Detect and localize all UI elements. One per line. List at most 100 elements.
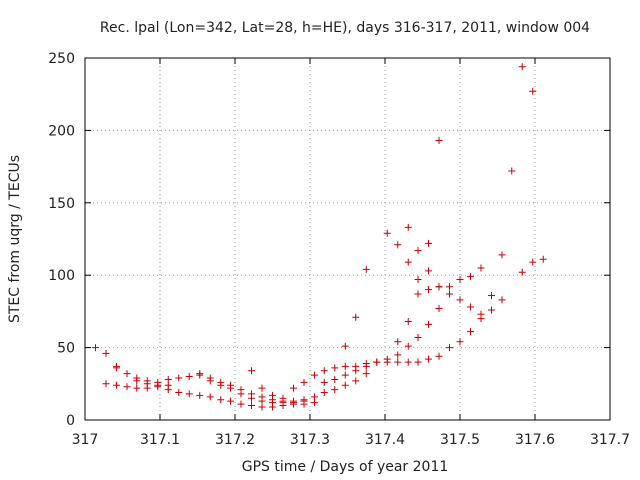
- data-point: [362, 362, 370, 370]
- data-point: [248, 367, 255, 375]
- data-point: [373, 358, 381, 366]
- data-point: [362, 265, 370, 273]
- data-point: [467, 328, 474, 336]
- data-point: [196, 391, 204, 399]
- data-point: [300, 397, 308, 405]
- axis-ticks: [84, 57, 611, 421]
- data-point: [425, 239, 432, 247]
- data-point: [123, 383, 131, 391]
- data-point: [446, 283, 453, 291]
- data-point: [477, 264, 485, 272]
- data-point: [237, 400, 245, 408]
- data-point: [508, 167, 516, 175]
- data-point: [113, 381, 120, 389]
- data-point: [456, 338, 464, 346]
- y-axis-tick-labels: 0 50 100 150 200 250: [48, 51, 75, 429]
- data-point: [341, 381, 349, 389]
- data-point: [269, 399, 276, 407]
- data-point: [394, 351, 402, 359]
- data-point: [435, 137, 443, 145]
- data-point: [164, 381, 172, 389]
- chart-title: Rec. lpal (Lon=342, Lat=28, h=HE), days …: [100, 20, 590, 36]
- data-point: [185, 390, 193, 398]
- y-tick-label: 0: [66, 413, 75, 429]
- data-point: [320, 378, 328, 386]
- data-series: [92, 63, 547, 411]
- x-axis-title: GPS time / Days of year 2011: [242, 459, 449, 475]
- data-point: [196, 371, 204, 379]
- data-point: [217, 396, 225, 404]
- data-point: [467, 273, 474, 281]
- data-point: [425, 355, 432, 363]
- data-point: [258, 397, 266, 405]
- data-point: [258, 384, 266, 392]
- plot-frame: [84, 57, 611, 421]
- data-point: [488, 291, 495, 299]
- data-point: [414, 358, 422, 366]
- data-point: [352, 367, 360, 375]
- y-tick-label: 200: [48, 123, 75, 139]
- data-point: [320, 367, 328, 375]
- data-point: [446, 290, 453, 298]
- data-point: [331, 386, 339, 394]
- data-point: [206, 393, 214, 401]
- data-point: [539, 255, 547, 263]
- x-axis-tick-labels: 317 317.1 317.2 317.3 317.4 317.5 317.6 317.7: [72, 432, 630, 448]
- data-point: [425, 267, 432, 275]
- data-point: [456, 296, 464, 304]
- data-point: [529, 87, 537, 95]
- x-tick-label: 317.1: [140, 432, 180, 448]
- data-point: [488, 306, 495, 314]
- data-point: [248, 402, 255, 410]
- data-point: [133, 377, 141, 385]
- data-point: [362, 370, 370, 378]
- data-point: [175, 388, 183, 396]
- data-point: [175, 374, 183, 382]
- data-point: [435, 283, 443, 291]
- data-point: [352, 313, 360, 321]
- data-point: [498, 251, 506, 259]
- data-point: [404, 358, 412, 366]
- data-point: [133, 384, 141, 392]
- x-tick-label: 317.5: [440, 432, 480, 448]
- data-point: [154, 381, 162, 389]
- data-point: [311, 371, 318, 379]
- data-point: [113, 364, 120, 372]
- data-point: [414, 247, 422, 255]
- data-point: [435, 305, 443, 313]
- data-point: [102, 380, 110, 388]
- data-point: [227, 397, 234, 405]
- data-point: [123, 370, 131, 378]
- y-axis-title: STEC from uqrg / TECUs: [7, 155, 23, 323]
- data-point: [217, 381, 225, 389]
- data-point: [414, 333, 422, 341]
- x-tick-label: 317.3: [290, 432, 330, 448]
- data-point: [290, 384, 297, 392]
- data-point: [269, 391, 276, 399]
- data-point: [498, 296, 506, 304]
- data-point: [92, 344, 99, 352]
- data-point: [311, 399, 318, 407]
- data-point: [404, 258, 412, 266]
- data-point: [518, 268, 526, 276]
- y-tick-label: 250: [48, 51, 75, 67]
- data-point: [320, 388, 328, 396]
- data-point: [383, 358, 391, 366]
- data-point: [331, 364, 339, 372]
- data-point: [394, 338, 402, 346]
- y-tick-label: 100: [48, 268, 75, 284]
- data-point: [435, 352, 443, 360]
- x-tick-label: 317.4: [365, 432, 405, 448]
- y-tick-label: 150: [48, 196, 75, 212]
- data-point: [404, 342, 412, 350]
- data-point: [248, 394, 255, 402]
- x-tick-label: 317.6: [515, 432, 555, 448]
- data-point: [102, 349, 110, 357]
- data-point: [394, 358, 402, 366]
- grid-lines: [85, 58, 610, 420]
- data-point: [279, 394, 287, 402]
- data-point: [352, 377, 360, 385]
- data-point: [529, 258, 537, 266]
